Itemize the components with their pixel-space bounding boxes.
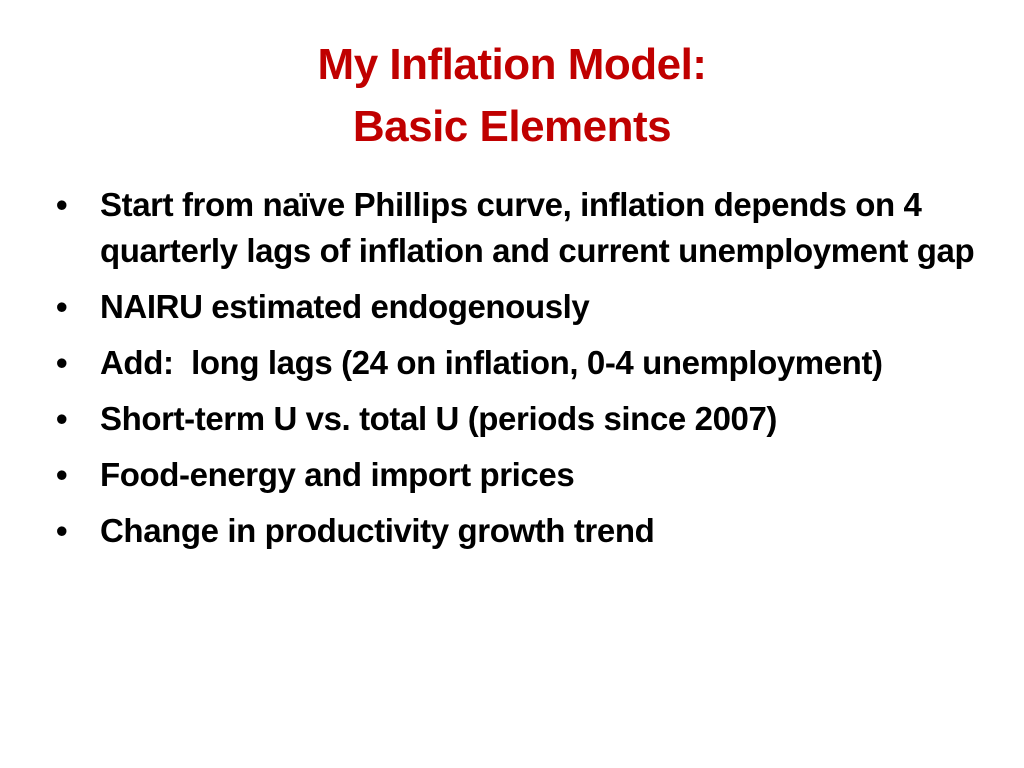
bullet-item-1: • Start from naïve Phillips curve, infla… (56, 182, 986, 274)
bullet-dot-icon: • (56, 512, 68, 549)
bullet-item-5: • Food-energy and import prices (56, 452, 986, 498)
bullet-text-1: Start from naïve Phillips curve, inflati… (100, 186, 975, 269)
bullet-list: • Start from naïve Phillips curve, infla… (56, 182, 986, 564)
bullet-dot-icon: • (56, 344, 68, 381)
bullet-dot-icon: • (56, 186, 68, 223)
bullet-item-2: • NAIRU estimated endogenously (56, 284, 986, 330)
slide-title-line-2: Basic Elements (352, 102, 672, 151)
bullet-text-2: NAIRU estimated endogenously (100, 288, 590, 325)
bullet-text-6: Change in productivity growth trend (100, 512, 655, 549)
bullet-item-4: • Short-term U vs. total U (periods sinc… (56, 396, 986, 442)
bullet-dot-icon: • (56, 400, 68, 437)
bullet-item-6: • Change in productivity growth trend (56, 508, 986, 554)
bullet-item-3: • Add: long lags (24 on inflation, 0-4 u… (56, 340, 986, 386)
slide-title: My Inflation Model: Basic Elements (0, 34, 1024, 158)
bullet-text-3: Add: long lags (24 on inflation, 0-4 une… (100, 344, 883, 381)
bullet-text-5: Food-energy and import prices (100, 456, 575, 493)
bullet-text-4: Short-term U vs. total U (periods since … (100, 400, 778, 437)
bullet-dot-icon: • (56, 288, 68, 325)
bullet-dot-icon: • (56, 456, 68, 493)
slide-title-line-1: My Inflation Model: (317, 40, 707, 89)
